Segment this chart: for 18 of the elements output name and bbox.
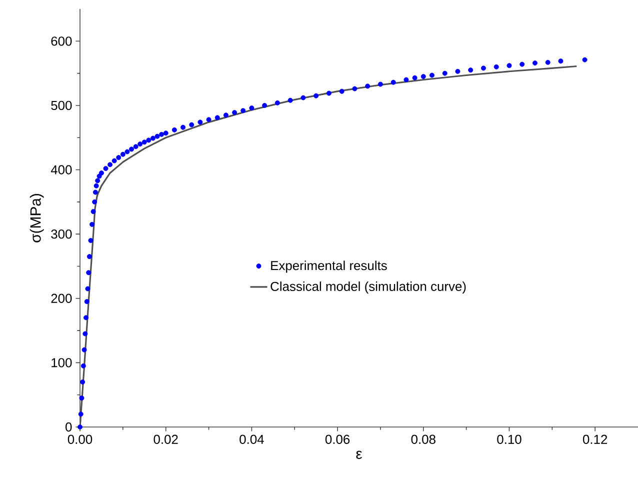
x-axis-title: ε <box>356 450 362 459</box>
y-tick-label: 200 <box>51 294 72 303</box>
legend-label: Experimental results <box>271 260 387 273</box>
y-tick-label: 400 <box>50 165 72 174</box>
y-tick-label: 600 <box>51 36 72 46</box>
x-tick-label: 0.12 <box>582 434 608 444</box>
y-axis-title: σ(MPa) <box>30 194 44 242</box>
x-tick-label: 0.04 <box>240 434 264 444</box>
y-tick-label: 300 <box>51 229 72 239</box>
x-tick-label: 0.06 <box>325 434 350 444</box>
x-tick-label: 0.00 <box>68 434 92 444</box>
y-tick-label: 0 <box>66 422 72 432</box>
x-tick-label: 0.02 <box>154 434 178 444</box>
x-tick-label: 0.10 <box>497 434 522 444</box>
y-tick-label: 500 <box>51 100 72 110</box>
x-tick-label: 0.08 <box>411 434 436 444</box>
y-tick-label: 100 <box>52 358 72 368</box>
legend-label: Classical model (simulation curve) <box>270 281 466 294</box>
